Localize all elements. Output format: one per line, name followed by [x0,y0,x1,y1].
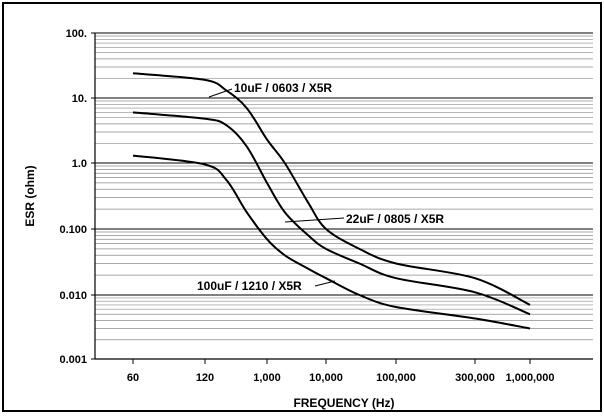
y-tick-label: 0.001 [59,354,87,366]
annotation-leader-3 [314,280,336,287]
annotation-label-3: 100uF / 1210 / X5R [197,279,302,293]
esr-frequency-chart: 0.001 0.010 0.100 1.0 10. 100. 60 120 1,000 10,00… [23,28,593,410]
x-tick-label: 1,000,000 [506,372,555,384]
series-line-1 [132,72,531,306]
x-tick-label: 300,000 [455,372,495,384]
x-tick-label: 1,000 [253,372,281,384]
y-axis-title: ESR (ohm) [23,165,37,226]
x-tick-label: 60 [127,372,139,384]
series-line-3 [132,154,531,330]
annotation-label-1: 10uF / 0603 / X5R [234,81,332,95]
chart-frame: 0.001 0.010 0.100 1.0 10. 100. 60 120 1,000 10,00… [2,2,602,412]
annotation-label-2: 22uF / 0805 / X5R [346,212,444,226]
x-axis-title: FREQUENCY (Hz) [293,396,394,410]
x-tick-label: 100,000 [376,372,416,384]
series-line-2 [132,111,531,316]
y-tick-label: 0.010 [59,290,87,302]
y-tick-label: 10. [72,93,87,105]
annotation-leader-2 [284,217,345,223]
annotation-leader-1 [208,88,233,98]
x-tick-label: 10,000 [309,372,343,384]
y-tick-label: 1.0 [72,158,87,170]
y-tick-label: 0.100 [59,224,87,236]
y-tick-label: 100. [66,28,87,40]
x-tick-label: 120 [196,372,214,384]
